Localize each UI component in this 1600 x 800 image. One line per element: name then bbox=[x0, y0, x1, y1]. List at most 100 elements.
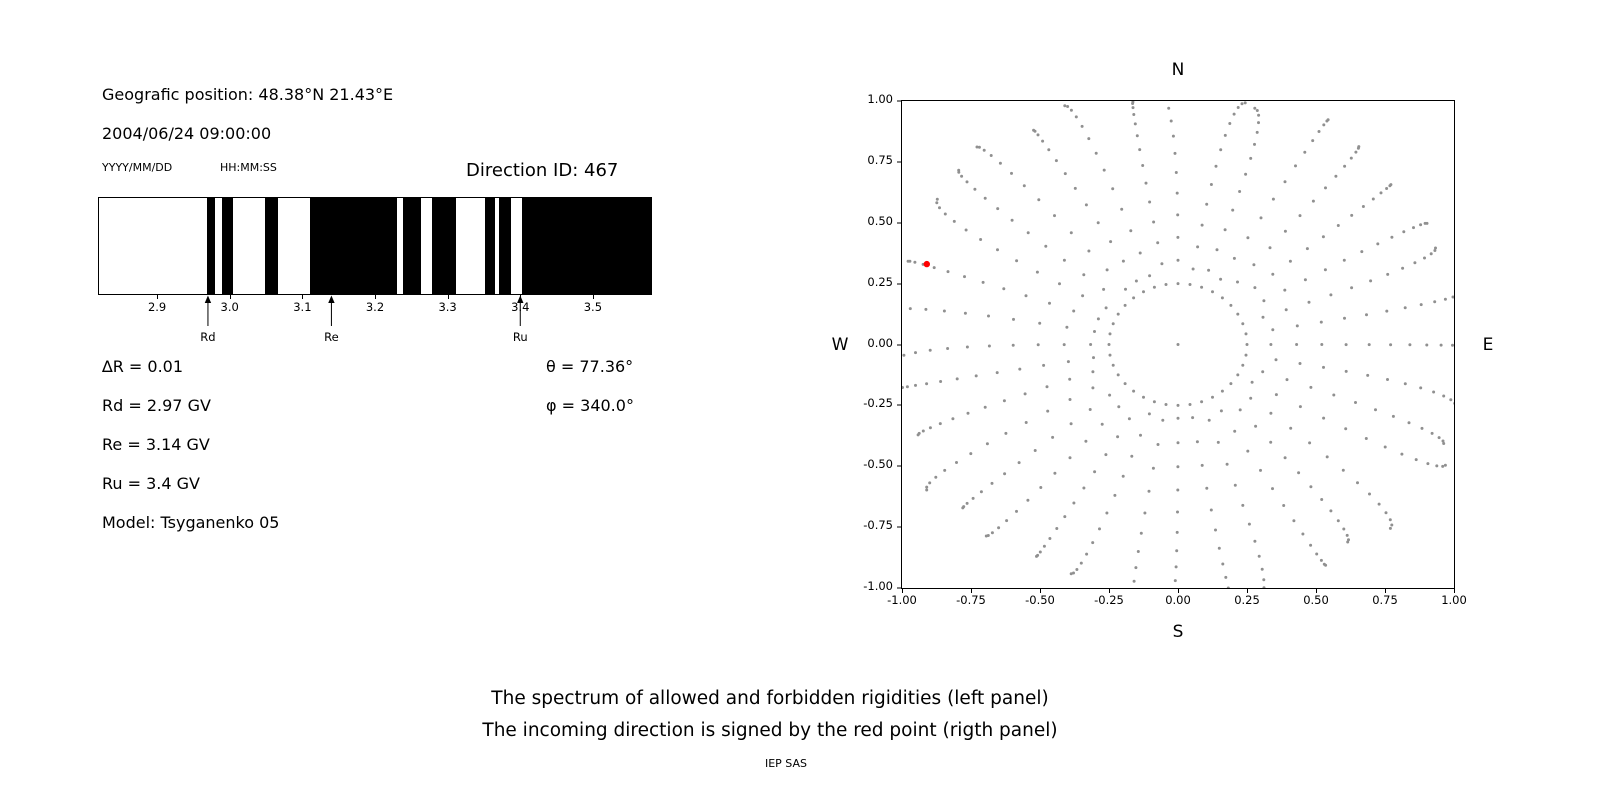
grid-dot bbox=[1320, 498, 1324, 501]
grid-dot bbox=[1233, 483, 1237, 487]
y-tick-label: 0.00 bbox=[867, 335, 893, 350]
grid-dot bbox=[1420, 426, 1424, 430]
grid-dot bbox=[1176, 416, 1180, 420]
grid-dot bbox=[989, 154, 993, 157]
grid-dot bbox=[996, 248, 999, 252]
grid-dot bbox=[963, 311, 967, 315]
grid-dot bbox=[942, 309, 946, 313]
grid-dot bbox=[1102, 168, 1106, 172]
re-label: Re = 3.14 GV bbox=[102, 435, 210, 454]
grid-dot bbox=[1087, 249, 1091, 253]
grid-dot bbox=[963, 275, 966, 279]
grid-dot bbox=[1036, 133, 1040, 137]
grid-dot bbox=[1176, 258, 1180, 262]
grid-dot bbox=[1441, 464, 1445, 468]
grid-dot bbox=[1117, 405, 1121, 409]
datetime-label: 2004/06/24 09:00:00 bbox=[102, 124, 272, 143]
spectrum-black-band bbox=[206, 198, 215, 294]
grid-dot bbox=[1344, 427, 1348, 431]
grid-dot bbox=[1018, 367, 1022, 371]
grid-dot bbox=[1068, 377, 1072, 381]
grid-dot bbox=[1191, 416, 1195, 420]
y-tick-label: 0.25 bbox=[867, 274, 893, 289]
grid-dot bbox=[1072, 501, 1076, 505]
y-tick-mark bbox=[897, 404, 901, 406]
grid-dot bbox=[1309, 485, 1313, 489]
grid-dot bbox=[1262, 299, 1266, 303]
grid-dot bbox=[1246, 449, 1250, 453]
grid-dot bbox=[1200, 223, 1204, 227]
grid-dot bbox=[1207, 418, 1211, 422]
grid-dot bbox=[1175, 549, 1179, 553]
grid-dot bbox=[1223, 133, 1227, 137]
grid-dot bbox=[979, 490, 983, 494]
compass-east-label: E bbox=[1482, 335, 1494, 355]
grid-dot bbox=[1142, 395, 1145, 399]
grid-dot bbox=[1116, 312, 1120, 316]
grid-dot bbox=[921, 429, 925, 433]
grid-dot bbox=[1015, 259, 1019, 263]
model-label: Model: Tsyganenko 05 bbox=[102, 513, 280, 532]
y-tick-label: -0.25 bbox=[863, 396, 893, 411]
grid-dot bbox=[1138, 251, 1142, 255]
grid-dot bbox=[1035, 270, 1039, 274]
delta-r-label: ∆R = 0.01 bbox=[102, 357, 184, 376]
grid-dot bbox=[1012, 317, 1015, 321]
grid-dot bbox=[1329, 293, 1333, 297]
grid-dot bbox=[965, 180, 969, 184]
grid-dot bbox=[1402, 230, 1406, 234]
grid-dot bbox=[1107, 343, 1111, 346]
grid-dot bbox=[1156, 241, 1160, 245]
grid-dot bbox=[1108, 393, 1112, 397]
grid-dot bbox=[1068, 456, 1072, 460]
grid-dot bbox=[1096, 317, 1100, 321]
grid-dot bbox=[1233, 429, 1237, 433]
grid-dot bbox=[1216, 440, 1220, 444]
grid-dot bbox=[955, 461, 958, 464]
grid-dot bbox=[1326, 118, 1330, 122]
grid-dot bbox=[1354, 401, 1357, 404]
geo-position-label: Geografic position: 48.38°N 21.43°E bbox=[102, 85, 394, 104]
grid-dot bbox=[1032, 128, 1036, 132]
grid-dot bbox=[975, 145, 979, 149]
grid-dot bbox=[1390, 235, 1394, 239]
barcode-tick-label: 3.1 bbox=[293, 300, 312, 314]
grid-dot bbox=[1236, 373, 1240, 377]
grid-dot bbox=[1240, 102, 1244, 106]
grid-dot bbox=[1236, 106, 1240, 109]
y-tick-labels: 1.00 0.75 0.50 0.25 0.00 -0.25 -0.50 -0.75 -1.00 bbox=[835, 92, 893, 593]
grid-dot bbox=[1388, 526, 1392, 530]
grid-dot bbox=[1024, 294, 1028, 298]
y-tick-mark bbox=[897, 283, 901, 285]
x-tick-labels: -1.00 -0.75 -0.50 -0.25 0.00 0.25 0.50 0.75 1.00 bbox=[887, 593, 1467, 610]
direction-plot bbox=[901, 100, 1455, 589]
grid-dot bbox=[1295, 343, 1299, 346]
grid-dot bbox=[1269, 411, 1273, 415]
grid-dot bbox=[971, 496, 975, 500]
grid-dot bbox=[1094, 151, 1098, 155]
grid-dot bbox=[1053, 214, 1056, 218]
grid-dot bbox=[928, 481, 932, 485]
grid-dot bbox=[1268, 246, 1272, 250]
grid-dot bbox=[965, 345, 969, 349]
x-tick-mark bbox=[1454, 589, 1455, 593]
barcode-tick-mark bbox=[229, 295, 231, 299]
compass-south-label: S bbox=[1172, 622, 1184, 642]
grid-dot bbox=[1236, 280, 1239, 284]
x-tick-mark bbox=[1247, 589, 1248, 593]
grid-dot bbox=[983, 196, 987, 200]
barcode-tick-mark bbox=[520, 295, 522, 299]
grid-dot bbox=[1434, 246, 1437, 250]
y-tick-label: -0.75 bbox=[863, 518, 893, 533]
grid-dot bbox=[1332, 393, 1336, 397]
grid-dot bbox=[1298, 362, 1302, 365]
grid-dot bbox=[1200, 463, 1204, 467]
grid-dot bbox=[1104, 306, 1108, 310]
grid-dot bbox=[987, 344, 991, 348]
grid-dot bbox=[1036, 343, 1040, 347]
grid-dot bbox=[1354, 150, 1358, 154]
grid-dot bbox=[1346, 540, 1350, 544]
grid-dot bbox=[1087, 137, 1091, 141]
grid-dot bbox=[1430, 431, 1434, 435]
phi-label: φ = 340.0° bbox=[546, 396, 634, 415]
